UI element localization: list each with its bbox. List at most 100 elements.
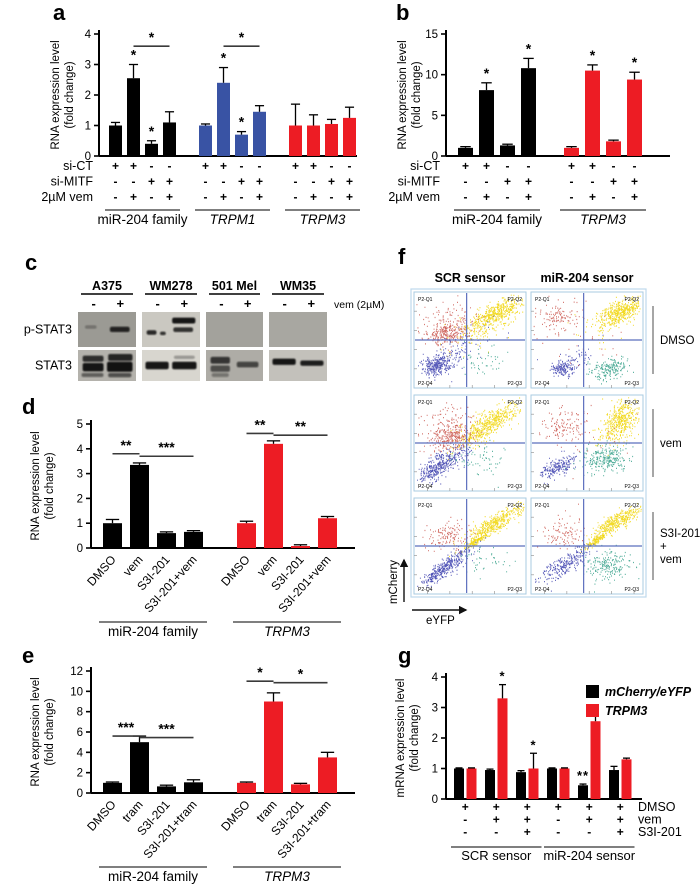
bar bbox=[497, 698, 508, 799]
y-tick-label: 5 bbox=[432, 110, 438, 122]
blot-band bbox=[300, 360, 324, 366]
flow-cluster-teal bbox=[583, 355, 634, 385]
blot-box bbox=[269, 312, 327, 347]
condition-mark: - bbox=[348, 159, 352, 173]
bar bbox=[291, 784, 310, 793]
significance-star: * bbox=[131, 47, 137, 63]
lane-mark: + bbox=[244, 296, 252, 311]
lane-mark: - bbox=[219, 296, 223, 311]
y-tick-label: 4 bbox=[77, 444, 84, 456]
bar bbox=[564, 147, 579, 156]
x-category-label: DMSO bbox=[84, 553, 118, 589]
blot-band bbox=[84, 325, 97, 329]
condition-mark: + bbox=[238, 175, 245, 189]
condition-mark: - bbox=[294, 190, 298, 204]
condition-mark: + bbox=[220, 190, 227, 204]
condition-row-label: si-CT bbox=[63, 159, 93, 173]
y-tick-label: 2 bbox=[77, 493, 83, 505]
panel-e-letter: e bbox=[22, 643, 35, 668]
y-tick-label: 3 bbox=[432, 703, 438, 715]
condition-mark: - bbox=[570, 190, 574, 204]
condition-mark: + bbox=[346, 190, 353, 204]
quadrant-label: P2-Q4 bbox=[535, 381, 550, 387]
flow-grid-frame bbox=[410, 288, 647, 598]
blot-band bbox=[172, 361, 197, 370]
quadrant-label: P2-Q2 bbox=[625, 400, 640, 406]
condition-mark: + bbox=[586, 813, 593, 827]
flow-cluster-blue bbox=[422, 564, 449, 587]
y-axis-label: (fold change) bbox=[411, 61, 423, 128]
y-tick-label: 2 bbox=[432, 733, 438, 745]
significance-star: ** bbox=[255, 416, 266, 432]
quadrant-label: P2-Q1 bbox=[418, 400, 433, 406]
y-axis-label: RNA expression level bbox=[30, 431, 42, 540]
bar bbox=[163, 122, 176, 156]
condition-mark: + bbox=[525, 190, 532, 204]
y-tick-label: 2 bbox=[77, 768, 83, 780]
quadrant-label: P2-Q2 bbox=[508, 503, 523, 509]
condition-mark: + bbox=[148, 175, 155, 189]
significance-star: *** bbox=[158, 721, 175, 737]
panel-b: b 0 5 10 15 RNA expression level (fold change… bbox=[378, 0, 698, 246]
condition-mark: - bbox=[330, 159, 334, 173]
condition-mark: + bbox=[292, 159, 299, 173]
condition-mark: + bbox=[617, 800, 624, 814]
blot-box bbox=[206, 312, 263, 347]
treatment-label: vem (2µM) bbox=[334, 299, 384, 311]
condition-mark: - bbox=[633, 159, 637, 173]
flow-cluster-yellow bbox=[449, 529, 495, 558]
panel-a-chart: 0 1 2 3 4 RNA expression level (fold change) * *… bbox=[41, 29, 360, 227]
panel-f-flow-cytometry: SCR sensor miR-204 sensorDMSOvemS3I-201+v… bbox=[388, 271, 700, 627]
quadrant-label: P2-Q4 bbox=[535, 587, 550, 593]
lane-mark: - bbox=[91, 296, 95, 311]
flow-cluster-yellow bbox=[586, 503, 642, 541]
flow-cluster-teal bbox=[583, 544, 641, 593]
group-label: miR-204 family bbox=[97, 212, 187, 227]
significance-star: * bbox=[484, 65, 490, 81]
cell-line-label: WM35 bbox=[280, 279, 316, 293]
lane-mark: + bbox=[117, 296, 125, 311]
significance-star: * bbox=[499, 669, 505, 684]
flow-cluster-red bbox=[417, 320, 471, 353]
flow-cluster-blue bbox=[420, 457, 451, 487]
condition-mark: + bbox=[166, 190, 173, 204]
y-axis-label: RNA expression level bbox=[30, 677, 42, 786]
blot-band bbox=[236, 361, 259, 368]
condition-mark: - bbox=[150, 159, 154, 173]
cell-line-label: WM278 bbox=[149, 279, 192, 293]
bar bbox=[590, 721, 601, 799]
condition-mark: - bbox=[204, 190, 208, 204]
quadrant-label: P2-Q1 bbox=[418, 503, 433, 509]
bar bbox=[103, 782, 122, 793]
panel-g-letter: g bbox=[398, 643, 412, 668]
condition-mark: + bbox=[256, 190, 263, 204]
significance-star: * bbox=[530, 737, 536, 752]
quadrant-label: P2-Q1 bbox=[535, 400, 550, 406]
significance-star: ** bbox=[577, 768, 589, 783]
bar bbox=[609, 770, 619, 799]
panel-d-chart: 0 1 2 3 4 5 RNA expression level (fold change) *… bbox=[30, 416, 355, 639]
y-tick-label: 15 bbox=[425, 29, 438, 41]
legend-swatch bbox=[586, 685, 599, 698]
flow-cluster-blue bbox=[535, 543, 598, 592]
y-tick-label: 12 bbox=[70, 666, 83, 678]
blot-band bbox=[82, 363, 104, 372]
flow-column-header: SCR sensor bbox=[435, 271, 506, 285]
flow-cluster-red bbox=[539, 404, 592, 448]
flow-cluster-blue bbox=[422, 315, 509, 372]
y-tick-label: 4 bbox=[85, 29, 92, 41]
condition-mark: - bbox=[240, 159, 244, 173]
panel-b-letter: b bbox=[396, 0, 410, 25]
legend-label: mCherry/eYFP bbox=[605, 685, 692, 699]
condition-row-label: si-MITF bbox=[398, 175, 441, 189]
bar bbox=[199, 125, 212, 156]
condition-mark: + bbox=[166, 175, 173, 189]
bar bbox=[585, 70, 600, 156]
group-label: TRPM3 bbox=[264, 624, 310, 639]
condition-mark: - bbox=[150, 190, 154, 204]
quadrant-label: P2-Q1 bbox=[418, 297, 433, 303]
panel-c: c A375 - + WM278 - +501 Mel - + WM35 - + vem (2µM) p… bbox=[10, 248, 402, 390]
significance-star: * bbox=[239, 114, 245, 130]
condition-row-label: si-MITF bbox=[51, 175, 94, 189]
